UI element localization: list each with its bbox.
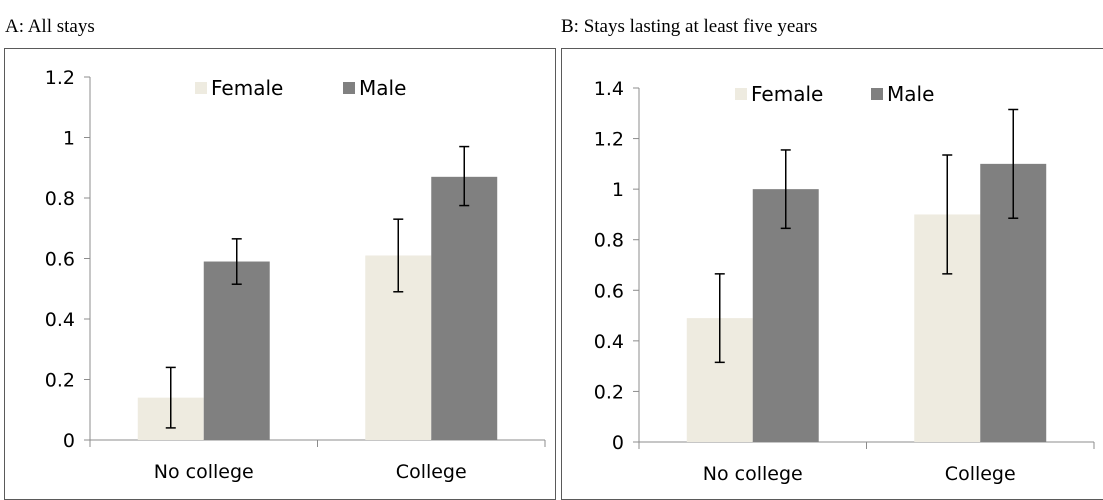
panel-a-title: A: All stays xyxy=(5,16,95,37)
legend-label-male: Male xyxy=(359,76,406,100)
x-category-label: College xyxy=(396,461,467,483)
legend-swatch-female xyxy=(735,88,747,100)
legend-swatch-male xyxy=(871,88,883,100)
legend-swatch-female xyxy=(195,82,207,94)
y-tick-label: 1.4 xyxy=(594,78,624,100)
y-tick-label: 0.4 xyxy=(594,331,624,353)
y-tick-label: 0.8 xyxy=(594,230,624,252)
legend-label-male: Male xyxy=(887,82,934,106)
y-tick-label: 0.2 xyxy=(594,381,624,403)
y-tick-label: 1.2 xyxy=(45,67,75,89)
y-tick-label: 0.8 xyxy=(45,188,75,210)
legend-swatch-male xyxy=(343,82,355,94)
chart-panel-b: 0 0.2 0.4 0.6 0.8 1 1.2 1.4 No college College Fem… xyxy=(561,48,1103,500)
y-tick-label: 1 xyxy=(63,128,75,150)
chart-b-svg: 0 0.2 0.4 0.6 0.8 1 1.2 1.4 No college College Fem… xyxy=(594,78,1095,485)
legend-label-female: Female xyxy=(751,82,823,106)
x-category-label: No college xyxy=(154,461,254,483)
bar-male xyxy=(203,261,270,440)
y-tick-label: 0.6 xyxy=(45,249,75,271)
bar-male xyxy=(431,176,498,440)
y-tick-label: 1 xyxy=(612,179,624,201)
y-tick-label: 0 xyxy=(612,432,624,454)
y-tick-label: 0.6 xyxy=(594,280,624,302)
y-tick-label: 0 xyxy=(63,430,75,452)
chart-panel-a: 0 0.2 0.4 0.6 0.8 1 1.2 No college College Female… xyxy=(4,48,556,500)
y-tick-label: 0.2 xyxy=(45,370,75,392)
y-tick-label: 1.2 xyxy=(594,129,624,151)
panel-b-title: B: Stays lasting at least five years xyxy=(561,16,818,37)
legend-label-female: Female xyxy=(211,76,283,100)
chart-a-svg: 0 0.2 0.4 0.6 0.8 1 1.2 No college College Female… xyxy=(45,67,546,483)
x-category-label: College xyxy=(945,463,1016,485)
bar-male xyxy=(752,189,819,442)
y-tick-label: 0.4 xyxy=(45,309,75,331)
x-category-label: No college xyxy=(703,463,803,485)
